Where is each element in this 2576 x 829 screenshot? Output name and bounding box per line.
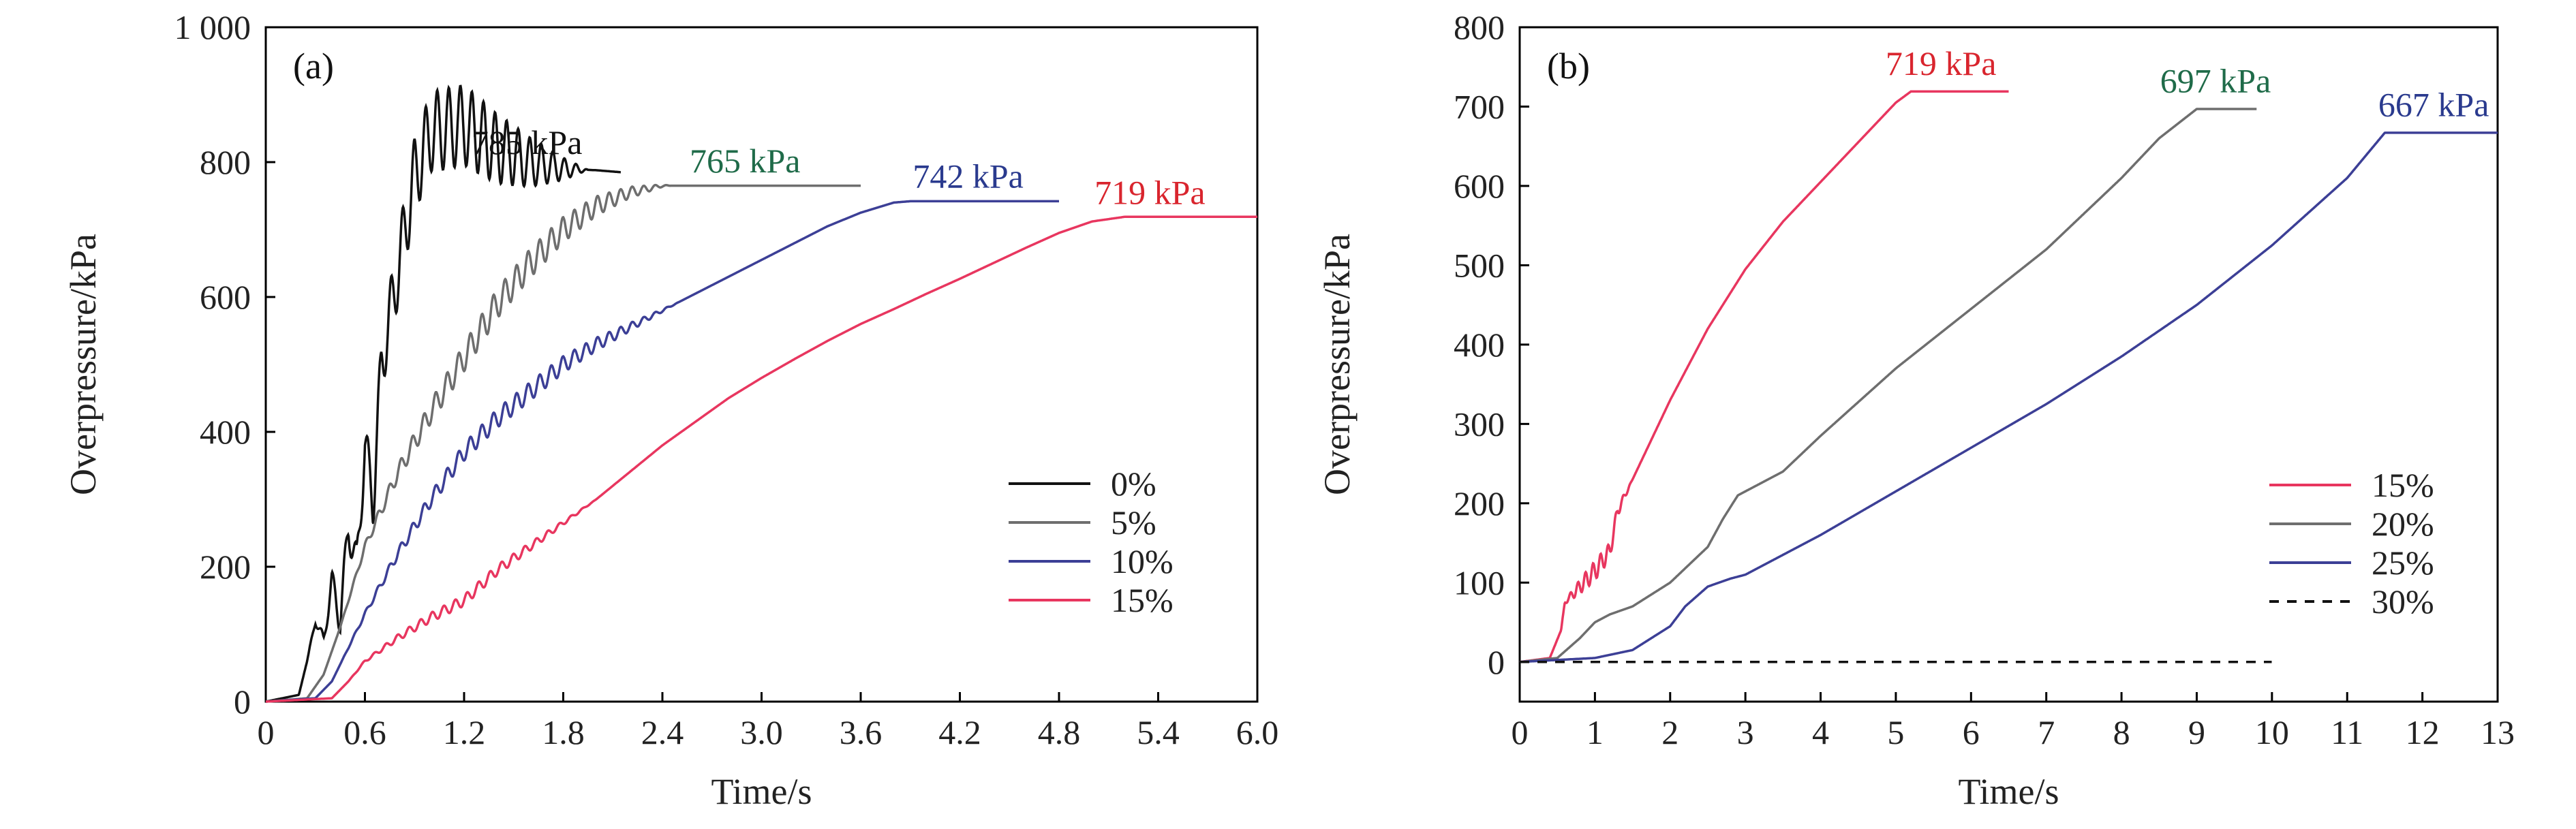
y-tick-label: 100 [1454,563,1505,601]
x-tick-label: 4.2 [938,713,981,751]
x-tick-label: 0 [258,713,275,751]
series-line-10pct [266,200,1059,703]
legend-label: 25% [2372,544,2434,582]
x-tick-label: 3.0 [740,713,783,751]
x-tick-label: 5 [1887,713,1904,751]
x-tick-label: 0.6 [343,713,386,751]
x-tick-label: 2.4 [641,713,684,751]
y-tick-label: 800 [1454,8,1505,46]
data-label: 742 kPa [913,157,1024,195]
x-tick-label: 1.2 [443,713,486,751]
x-axis-label: Time/s [1958,771,2059,812]
panel-label: (a) [293,46,334,87]
y-tick-label: 600 [1454,167,1505,205]
series-line-15pct [266,215,1257,703]
x-axis-label: Time/s [711,771,812,812]
x-tick-label: 8 [2113,713,2130,751]
y-axis-label: Overpressure/kPa [1317,234,1358,495]
x-tick-label: 4 [1812,713,1829,751]
x-tick-label: 10 [2255,713,2289,751]
panel-label: (b) [1547,46,1590,87]
x-tick-label: 6.0 [1236,713,1279,751]
x-tick-label: 6 [1963,713,1980,751]
x-tick-label: 3.6 [840,713,883,751]
series-line-25pct [1519,131,2498,663]
x-tick-label: 5.4 [1137,713,1180,751]
x-tick-label: 3 [1737,713,1754,751]
legend-label: 20% [2372,505,2434,543]
series-line-0pct [265,84,621,703]
y-tick-label: 600 [200,278,251,316]
plot-frame [1518,26,2499,703]
data-label: 667 kPa [2378,85,2489,123]
y-tick-label: 0 [234,683,251,721]
legend-label: 0% [1111,465,1156,503]
legend-label: 10% [1111,542,1174,580]
series-line-5pct [265,183,861,703]
chart-panel-a: 0 0.6 1.2 1.8 2.4 3.0 3.6 4.2 4.8 5.4 6.0 0 200 400 60… [63,8,1278,812]
x-tick-label: 13 [2481,713,2515,751]
y-tick-label: 800 [200,143,251,181]
data-label: 785 kPa [472,123,583,161]
x-tick-label: 11 [2331,713,2363,751]
legend-label: 5% [1111,503,1156,542]
y-tick-label: 200 [200,548,251,586]
y-tick-label: 200 [1454,484,1505,522]
legend-label: 15% [1111,581,1174,619]
x-tick-label: 4.8 [1038,713,1081,751]
y-axis-label: Overpressure/kPa [63,234,104,495]
x-tick-label: 9 [2188,713,2205,751]
y-tick-label: 400 [200,413,251,451]
data-label: 765 kPa [690,142,801,180]
y-tick-label: 400 [1454,326,1505,364]
chart-panel-b: 0 1 2 3 4 5 6 7 8 9 10 11 12 130100200300400500600700… [1317,8,2515,812]
data-label: 719 kPa [1094,173,1206,211]
x-tick-label: 7 [2038,713,2055,751]
legend-label: 15% [2372,466,2434,504]
y-tick-label: 700 [1454,87,1505,125]
y-tick-label: 1 000 [174,8,251,46]
y-tick-label: 500 [1454,246,1505,284]
series-line-20pct [1519,108,2257,663]
series-line-15pct [1519,90,2009,663]
legend-label: 30% [2372,582,2434,621]
data-label: 719 kPa [1886,44,1997,82]
x-tick-label: 0 [1512,713,1529,751]
y-tick-label: 0 [1488,643,1505,681]
y-tick-label: 300 [1454,405,1505,443]
x-tick-label: 12 [2406,713,2440,751]
plot-frame [264,26,1259,703]
x-tick-label: 2 [1661,713,1678,751]
data-label: 697 kPa [2160,62,2271,100]
x-tick-label: 1 [1586,713,1604,751]
x-tick-label: 1.8 [542,713,585,751]
